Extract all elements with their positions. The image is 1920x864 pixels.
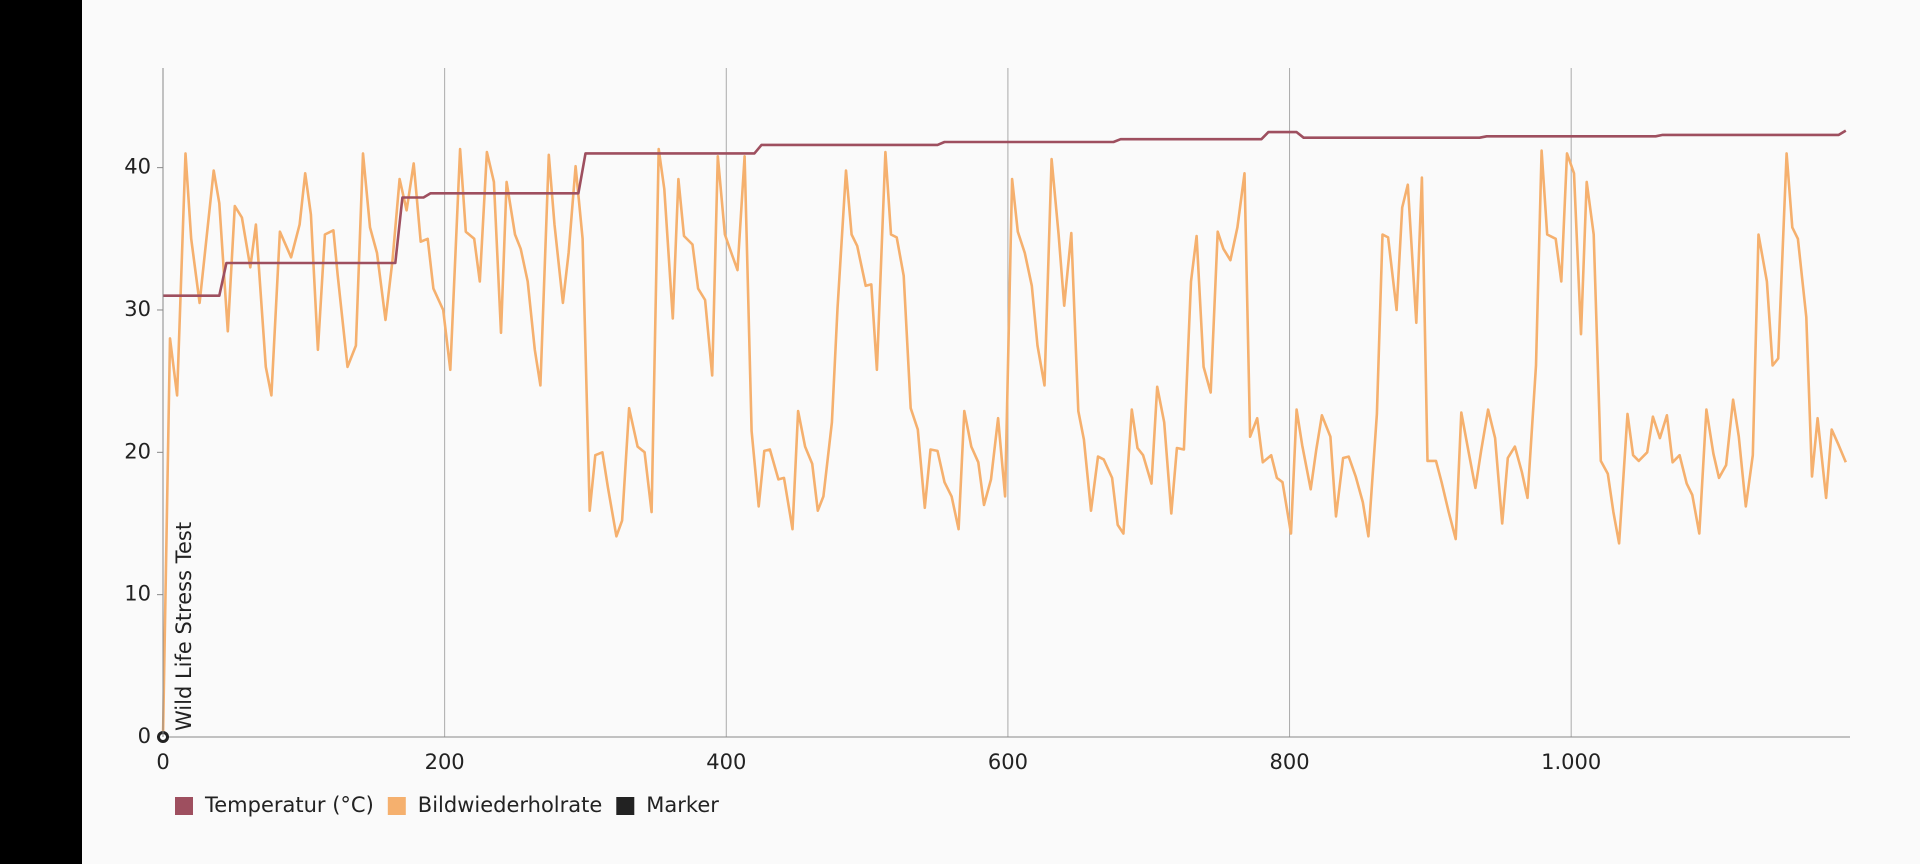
y-tick-label: 30 <box>124 297 151 321</box>
x-tick-label: 0 <box>156 750 169 774</box>
marker-label: Wild Life Stress Test <box>172 522 196 731</box>
x-tick-label: 400 <box>706 750 746 774</box>
y-tick-label: 40 <box>124 155 151 179</box>
legend-label: Temperatur (°C) <box>204 793 374 817</box>
x-tick-label: 800 <box>1269 750 1309 774</box>
legend-label: Bildwiederholrate <box>418 793 603 817</box>
y-tick-label: 0 <box>138 724 151 748</box>
legend-swatch <box>387 797 406 815</box>
side-bar <box>0 0 82 864</box>
x-tick-label: 200 <box>425 750 465 774</box>
legend-label: Marker <box>646 793 719 817</box>
y-tick-label: 20 <box>124 439 151 463</box>
series-line <box>161 147 1848 738</box>
x-tick-label: 600 <box>988 750 1028 774</box>
x-tick-label: 1.000 <box>1541 750 1601 774</box>
legend-swatch <box>616 797 635 815</box>
series-line <box>163 129 1847 297</box>
y-tick-label: 10 <box>124 582 151 606</box>
legend-swatch <box>175 797 193 815</box>
